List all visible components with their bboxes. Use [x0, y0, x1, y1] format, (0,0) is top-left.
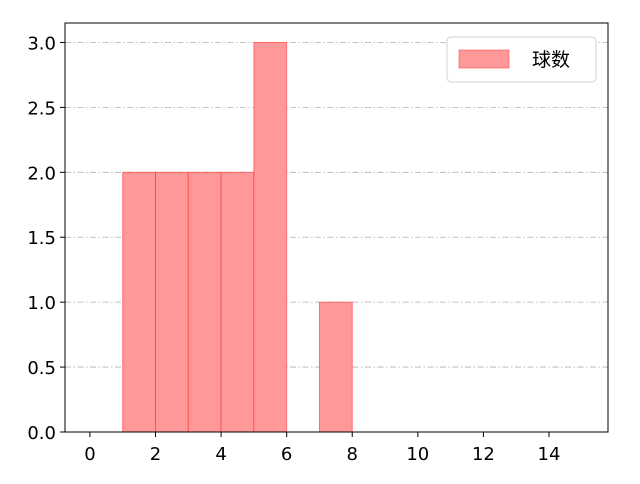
- x-tick-label: 0: [84, 444, 95, 465]
- y-tick-label: 2.5: [27, 98, 56, 119]
- legend-swatch: [458, 49, 510, 69]
- y-tick-label: 1.0: [27, 293, 56, 314]
- bar: [220, 171, 255, 433]
- bar: [318, 301, 353, 433]
- x-tick-label: 6: [281, 444, 292, 465]
- y-tick-label: 1.5: [27, 228, 56, 249]
- y-tick-label: 0.5: [27, 358, 56, 379]
- x-tick-label: 2: [150, 444, 161, 465]
- bar: [253, 41, 288, 433]
- x-axis: 0 2 4 6 8 10 12 14: [84, 432, 560, 465]
- legend: 球数: [446, 36, 597, 83]
- bar: [187, 171, 222, 433]
- x-tick-label: 8: [347, 444, 358, 465]
- y-tick-label: 2.0: [27, 163, 56, 184]
- x-tick-label: 12: [472, 444, 495, 465]
- bars: [122, 41, 353, 433]
- bar: [155, 171, 189, 433]
- y-axis: 0.0 0.5 1.0 1.5 2.0 2.5 3.0: [27, 33, 65, 444]
- x-tick-label: 14: [538, 444, 561, 465]
- bar: [122, 171, 156, 433]
- plot-frame: [64, 22, 609, 433]
- legend-box: [446, 36, 597, 83]
- y-tick-label: 0.0: [27, 423, 56, 444]
- legend-label: 球数: [532, 49, 570, 71]
- x-tick-label: 10: [406, 444, 429, 465]
- x-tick-label: 4: [215, 444, 226, 465]
- y-tick-label: 3.0: [27, 33, 56, 54]
